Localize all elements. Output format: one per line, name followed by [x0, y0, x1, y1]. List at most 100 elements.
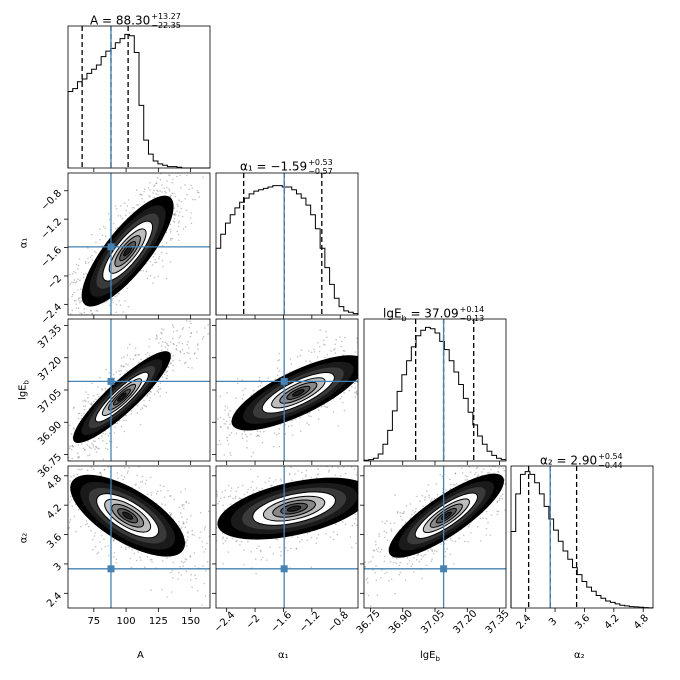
sample-dot: [32, 346, 34, 348]
sample-dot: [386, 571, 388, 574]
sample-dot: [164, 341, 167, 344]
sample-dot: [162, 328, 165, 331]
sample-dot: [70, 476, 73, 478]
sample-dot: [59, 440, 61, 442]
sample-dot: [230, 487, 233, 489]
sample-dot: [214, 522, 216, 524]
sample-dot: [151, 387, 154, 390]
sample-dot: [351, 466, 353, 468]
sample-dot: [84, 262, 87, 265]
sample-dot: [343, 392, 345, 394]
sample-dot: [216, 493, 218, 496]
sample-dot: [224, 540, 227, 542]
sample-dot: [497, 510, 500, 513]
sample-dot: [213, 521, 215, 523]
y-tick-label: −1.2: [39, 216, 64, 241]
sample-dot: [332, 538, 335, 541]
sample-dot: [180, 560, 183, 563]
sample-dot: [169, 513, 172, 516]
sample-dot: [72, 270, 75, 273]
sample-dot: [534, 463, 536, 465]
sample-dot: [159, 337, 162, 340]
sample-dot: [136, 474, 138, 477]
sample-dot: [347, 533, 349, 535]
sample-dot: [207, 545, 209, 547]
sample-dot: [19, 497, 21, 499]
density-contour: [286, 505, 302, 512]
sample-dot: [47, 490, 49, 492]
sample-dot: [229, 451, 232, 454]
sample-dot: [372, 549, 375, 551]
sample-dot: [62, 387, 64, 389]
sample-dot: [60, 503, 62, 505]
sample-dot: [508, 490, 510, 492]
sample-dot: [190, 184, 192, 187]
sample-dot: [202, 335, 205, 338]
sample-dot: [69, 312, 72, 315]
sample-dot: [488, 459, 490, 461]
sample-dot: [245, 440, 248, 442]
sample-dot: [130, 410, 133, 412]
sample-dot: [169, 341, 172, 343]
sample-dot: [176, 210, 179, 213]
sample-dot: [169, 231, 172, 233]
sample-dot: [395, 386, 397, 388]
sample-dot: [71, 457, 73, 460]
sample-dot: [112, 317, 114, 319]
sample-dot: [39, 481, 41, 483]
sample-dot: [389, 479, 391, 481]
density-contour: [292, 389, 305, 397]
sample-dot: [301, 464, 303, 466]
sample-dot: [105, 449, 107, 451]
sample-dot: [531, 452, 533, 454]
sample-dot: [290, 547, 292, 550]
sample-dot: [257, 434, 259, 436]
sample-dot: [185, 558, 188, 561]
sample-dot: [15, 485, 17, 487]
sample-dot: [277, 359, 279, 362]
sample-dot: [252, 389, 255, 392]
sample-dot: [470, 532, 472, 534]
sample-dot: [228, 416, 231, 419]
sample-dot: [198, 548, 200, 550]
sample-dot: [73, 291, 75, 294]
sample-dot: [449, 553, 452, 556]
sample-dot: [86, 522, 88, 525]
sample-dot: [211, 494, 213, 496]
sample-dot: [507, 474, 509, 476]
sample-dot: [377, 547, 380, 549]
sample-dot: [125, 546, 127, 549]
histogram-step: [215, 185, 359, 315]
sample-dot: [510, 459, 512, 461]
sample-dot: [161, 244, 164, 247]
sample-dot: [496, 501, 499, 504]
sample-dot: [183, 352, 186, 355]
sample-dot: [378, 535, 381, 537]
sample-dot: [473, 473, 476, 476]
sample-dot: [61, 464, 63, 466]
sample-dot: [120, 474, 123, 477]
sample-dot: [485, 534, 488, 536]
sample-dot: [201, 338, 204, 340]
sample-dot: [389, 561, 392, 563]
sample-dot: [354, 513, 357, 516]
sample-dot: [393, 522, 396, 524]
sample-dot: [359, 484, 361, 486]
sample-dot: [63, 412, 65, 414]
sample-dot: [295, 548, 298, 550]
sample-dot: [498, 454, 500, 456]
sample-dot: [123, 202, 126, 204]
sample-dot: [389, 522, 392, 525]
sample-dot: [255, 572, 257, 575]
sample-dot: [284, 424, 287, 426]
sample-dot: [111, 537, 114, 539]
sample-dot: [0, 440, 2, 442]
sample-dot: [404, 484, 406, 486]
sample-dot: [84, 449, 86, 451]
sample-dot: [88, 316, 90, 318]
sample-dot: [370, 362, 372, 364]
sample-dot: [514, 478, 516, 480]
sample-dot: [40, 482, 42, 484]
sample-dot: [71, 350, 73, 352]
sample-dot: [389, 360, 391, 362]
